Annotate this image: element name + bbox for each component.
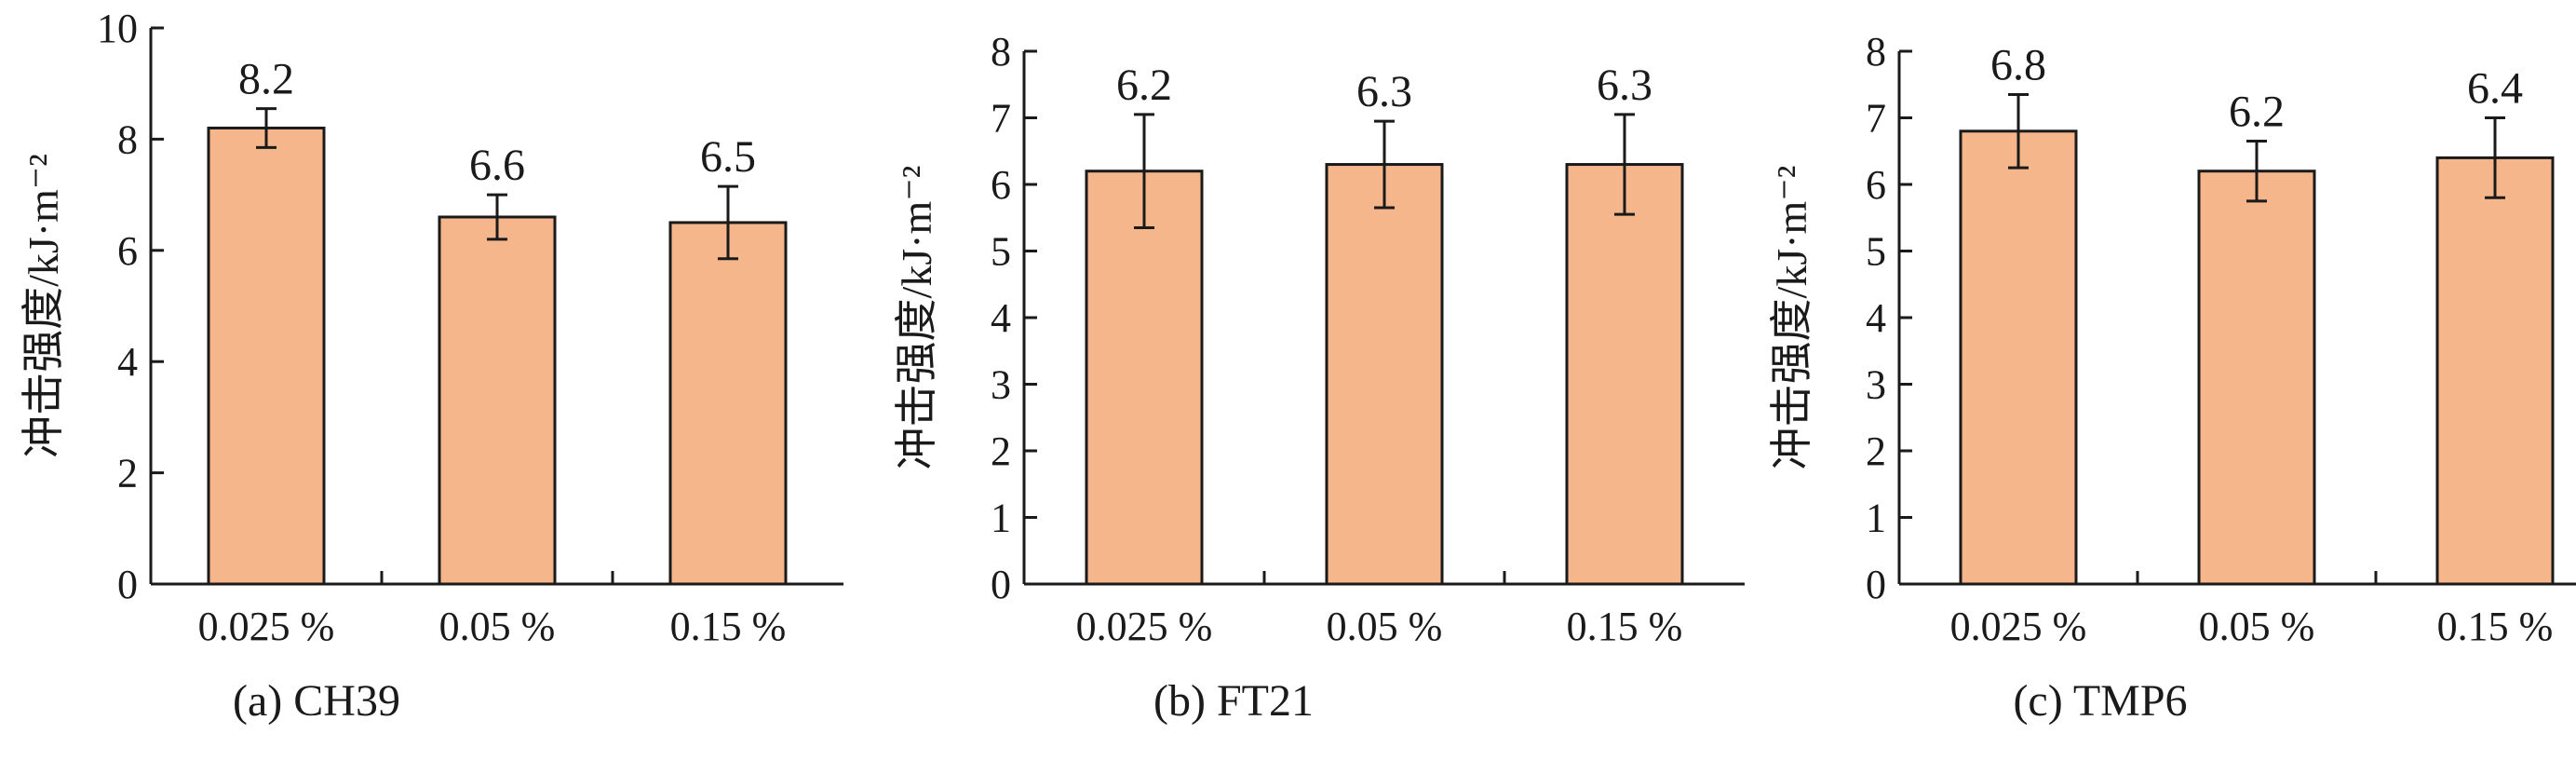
- y-tick-label: 0: [117, 562, 138, 607]
- bar: [1325, 163, 1444, 586]
- x-tick-label: 0.025 %: [1076, 604, 1213, 649]
- y-tick-label: 4: [1866, 295, 1886, 341]
- panel-caption: (c) TMP6: [2013, 676, 2187, 726]
- y-tick-label: 10: [97, 6, 138, 51]
- bar: [1085, 170, 1204, 586]
- y-tick-label: 7: [1866, 96, 1886, 142]
- x-tick-label: 0.15 %: [670, 604, 787, 649]
- x-tick-label: 0.025 %: [198, 604, 335, 649]
- bar: [2197, 170, 2316, 586]
- y-axis-label: 冲击强度/kJ·m⁻²: [893, 166, 940, 470]
- data-label: 6.3: [1597, 61, 1652, 110]
- data-label: 8.2: [238, 55, 294, 104]
- bar: [1565, 163, 1684, 586]
- y-tick-label: 8: [991, 29, 1011, 75]
- data-label: 6.4: [2467, 64, 2523, 114]
- data-label: 6.6: [469, 141, 525, 190]
- y-tick-label: 6: [991, 162, 1011, 208]
- y-tick-label: 4: [991, 295, 1011, 341]
- panel-caption: (b) FT21: [1153, 676, 1314, 726]
- y-tick-label: 3: [991, 362, 1011, 408]
- bar: [668, 221, 788, 586]
- y-tick-label: 0: [1866, 562, 1886, 607]
- y-tick-label: 3: [1866, 362, 1886, 408]
- y-tick-label: 7: [991, 96, 1011, 142]
- y-tick-label: 8: [1866, 29, 1886, 75]
- chart-panel-1: 0 2 4 6 8 10 8.2 0.025 % 6.6 0.05 % 6.5 0.15 % 冲击强度/…: [20, 6, 843, 726]
- y-tick-label: 8: [117, 116, 138, 162]
- chart-panel-3: 0 1 2 3 4 5 6 7 8 6.8 0.025 % 6.2 0.05 % 6.4 0.15 % 冲击强…: [1768, 29, 2576, 726]
- y-tick-label: 2: [1866, 428, 1886, 474]
- data-label: 6.2: [2229, 88, 2285, 137]
- data-label: 6.5: [700, 132, 756, 182]
- y-tick-label: 2: [117, 451, 138, 496]
- x-tick-label: 0.05 %: [2199, 604, 2315, 649]
- x-tick-label: 0.05 %: [439, 604, 556, 649]
- y-tick-label: 6: [1866, 162, 1886, 208]
- y-tick-label: 6: [117, 228, 138, 274]
- data-label: 6.8: [1990, 40, 2046, 89]
- data-label: 6.3: [1356, 67, 1412, 116]
- x-tick-label: 0.05 %: [1327, 604, 1443, 649]
- panel-caption: (a) CH39: [233, 676, 400, 726]
- y-tick-label: 1: [991, 496, 1011, 541]
- y-tick-label: 1: [1866, 496, 1886, 541]
- y-axis-label: 冲击强度/kJ·m⁻²: [20, 154, 67, 458]
- x-tick-label: 0.15 %: [1567, 604, 1683, 649]
- y-tick-label: 4: [117, 339, 138, 385]
- bar: [1959, 129, 2078, 586]
- y-axis-label: 冲击强度/kJ·m⁻²: [1768, 166, 1815, 470]
- x-tick-label: 0.15 %: [2437, 604, 2554, 649]
- chart-panel-2: 0 1 2 3 4 5 6 7 8 6.2 0.025 % 6.3 0.05 % 6.3 0.15 % 冲击强…: [893, 29, 1745, 726]
- y-tick-label: 2: [991, 428, 1011, 474]
- y-tick-label: 5: [1866, 229, 1886, 275]
- y-tick-label: 0: [991, 562, 1011, 607]
- bar: [438, 215, 557, 586]
- bar: [207, 126, 326, 586]
- bar: [2435, 156, 2555, 586]
- data-label: 6.2: [1116, 61, 1172, 110]
- x-tick-label: 0.025 %: [1950, 604, 2087, 649]
- y-tick-label: 5: [991, 229, 1011, 275]
